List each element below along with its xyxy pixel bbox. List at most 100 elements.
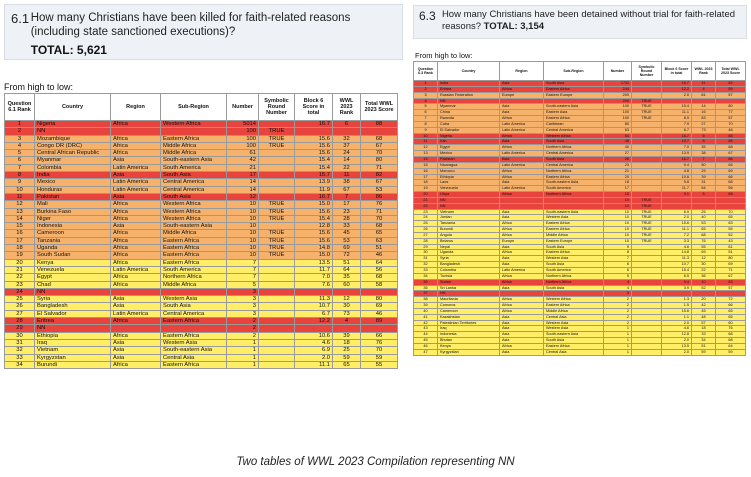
cell-symbolic-round-number: TRUE	[258, 207, 295, 216]
cell-block6-score: 12.8	[294, 222, 333, 231]
table-row: 8 India Asia South Asia 17 15.7 11 82	[4, 171, 398, 180]
cell-number: 1	[226, 338, 259, 348]
cell-wwl-rank: 67	[332, 185, 361, 194]
table-row: 9 Mexico Latin America Central America 14 13.…	[4, 178, 398, 187]
cell-region: Africa	[110, 316, 161, 326]
cell-sub-region: South Asia	[160, 171, 227, 180]
cell-block6-score: 15.0	[294, 251, 333, 260]
table-row: 2 Eritrea Africa Eastern Africa 244 12.2 4 89	[413, 85, 746, 93]
table-row: 20 Kenya Africa Eastern Africa 7 13.5 51 64	[4, 258, 398, 267]
table-row: 4 Congo DR (DRC) Africa Middle Africa 100 TRU…	[4, 141, 398, 151]
column-header-symbolic-round-number: Symbolic Round Number	[631, 61, 662, 81]
cell-country: Burkina Faso	[34, 207, 111, 216]
table-row: 3 Mozambique Africa Eastern Africa 100 TRUE 15…	[4, 134, 398, 143]
cell-rank: 15	[4, 222, 35, 231]
table-row: 29 Nepal Asia South Asia 9 4.6 55 61	[413, 243, 746, 251]
question-box: 6.3 How many Christians have been detain…	[413, 5, 747, 39]
cell-wwl-rank: 6	[332, 119, 361, 129]
cell-region: Latin America	[110, 265, 161, 275]
cell-symbolic-round-number	[258, 185, 295, 194]
cell-wwl-score: 53	[360, 185, 398, 194]
table-row: 18 Uganda Africa Eastern Africa 10 TRUE 14.8 69…	[4, 244, 398, 253]
cell-symbolic-round-number	[258, 258, 295, 267]
cell-number: 100	[226, 141, 259, 151]
cell-sub-region: Western Africa	[160, 214, 227, 224]
cell-number: 21	[226, 163, 259, 173]
cell-symbolic-round-number	[631, 348, 662, 356]
cell-symbolic-round-number	[258, 265, 295, 275]
cell-symbolic-round-number	[258, 287, 295, 297]
table-row: 6 China Asia Eastern Asia 100 TRUE 11.1 16 77	[413, 109, 746, 117]
cell-country: Bangladesh	[34, 302, 111, 311]
cell-number: 3	[226, 309, 259, 319]
cell-rank: 26	[4, 302, 35, 311]
cell-wwl-rank	[332, 127, 361, 136]
cell-symbolic-round-number: TRUE	[258, 251, 295, 260]
cell-wwl-score: 46	[360, 251, 398, 260]
cell-region: Asia	[110, 222, 161, 231]
cell-symbolic-round-number: TRUE	[258, 214, 295, 224]
cell-region: Latin America	[110, 178, 161, 187]
cell-rank: 33	[4, 353, 35, 362]
cell-wwl-score	[715, 196, 746, 204]
table-row: 22 Egypt Africa Northern Africa 7 7.0 35 68	[4, 273, 398, 282]
cell-number: 1	[226, 346, 259, 355]
question-text-body: How many Christians have been detained w…	[441, 9, 736, 32]
cell-rank: 2	[4, 127, 35, 136]
cell-region: Asia	[110, 353, 161, 362]
cell-block6-score: 11.7	[294, 265, 333, 275]
cell-rank: 10	[4, 185, 35, 194]
cell-region: Asia	[110, 302, 161, 311]
cell-wwl-score: 71	[360, 163, 398, 173]
cell-wwl-score: 67	[360, 141, 398, 151]
column-header-symbolic-round-number: Symbolic Round Number	[258, 93, 295, 121]
table-row: 25 Syria Asia Western Asia 3 11.3 12 80	[4, 295, 398, 304]
table-row: 18 Laos Asia South-eastern Asia 18 5.8 31 68	[413, 179, 746, 187]
cell-sub-region: Western Asia	[160, 295, 227, 304]
cell-number: 10	[226, 207, 259, 216]
cell-block6-score: 11.3	[294, 295, 333, 304]
cell-wwl-rank: 64	[332, 265, 361, 275]
cell-block6-score: 13.5	[294, 258, 333, 267]
cell-wwl-score: 55	[715, 226, 746, 233]
cell-rank: 8	[4, 171, 35, 180]
table-row: 29 NN 2	[4, 324, 398, 333]
cell-region	[110, 287, 161, 297]
question-text: How many Christians have been detained w…	[442, 9, 746, 33]
cell-wwl-score: 68	[715, 144, 746, 152]
cell-region: Africa	[110, 273, 161, 282]
cell-region: Africa	[110, 119, 161, 129]
cell-wwl-score: 89	[360, 316, 398, 326]
cell-wwl-rank: 24	[332, 149, 361, 158]
cell-symbolic-round-number: TRUE	[258, 127, 295, 136]
column-header-wwl-score: Total WWL 2023 Score	[715, 61, 746, 81]
cell-block6-score: 4.6	[294, 338, 333, 348]
table-row: 40 Cameroon Africa Middle Africa 2 15.6 45 65	[413, 307, 746, 315]
cell-rank: 6	[4, 156, 35, 165]
cell-wwl-rank: 11	[332, 171, 361, 180]
question-total: TOTAL: 5,621	[30, 43, 107, 57]
cell-wwl-score: 70	[360, 214, 398, 224]
cell-block6-score: 16.7	[294, 192, 333, 202]
question-number: 6.3	[419, 9, 436, 23]
cell-block6-score: 15.4	[294, 214, 333, 224]
table-row: 13 Burkina Faso Africa Western Africa 10 TRUE…	[4, 207, 398, 216]
cell-number: 12	[226, 192, 259, 202]
cell-country: Kyrgyzstan	[437, 348, 500, 356]
table-row: 43 Iraq Asia Western Asia 1 4.6 18 76	[413, 325, 746, 333]
table-row: 32 Vietnam Asia South-eastern Asia 1 6.9 25 70	[4, 346, 398, 355]
column-header-rank: Question 6.1 Rank	[4, 93, 35, 121]
cell-block6-score: 15.4	[294, 156, 333, 165]
table-row: 1 Nigeria Africa Western Africa 5014 16.7 6 88	[4, 119, 398, 129]
cell-country: Pakistan	[34, 192, 111, 202]
cell-country: Mexico	[34, 178, 111, 187]
cell-country: NN	[34, 287, 111, 297]
cell-region	[110, 127, 161, 136]
table-row: 25 Tanzania Africa Eastern Africa 10 TRUE 15.6…	[413, 220, 746, 228]
cell-region: Africa	[110, 244, 161, 253]
cell-block6-score: 15.0	[294, 200, 333, 209]
cell-country: Cameroon	[34, 229, 111, 238]
cell-number: 7	[226, 258, 259, 267]
column-header-country: Country	[34, 93, 111, 121]
cell-block6-score: 15.6	[294, 149, 333, 158]
